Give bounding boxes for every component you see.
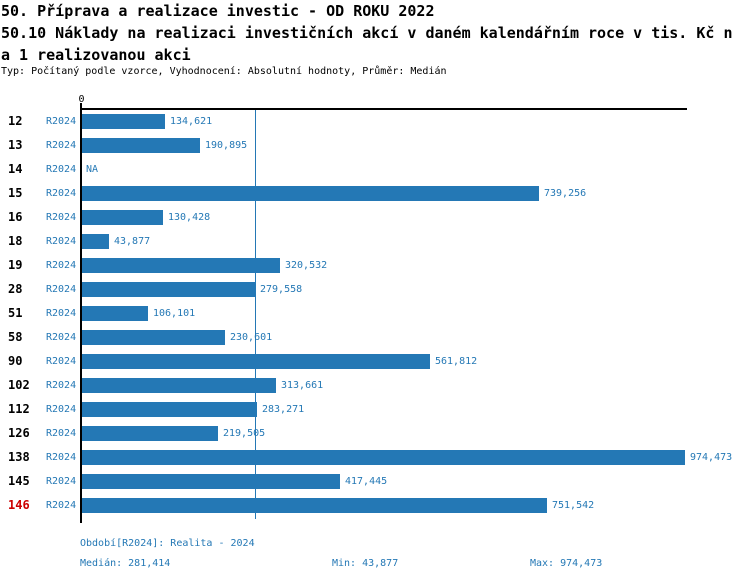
chart-row: 146 R2024 751,542 (0, 498, 750, 513)
row-category-label: 28 (8, 282, 23, 296)
chart-row: 14 R2024 NA (0, 162, 750, 177)
row-series-label: R2024 (46, 212, 77, 223)
bar-value-label: 134,621 (170, 116, 213, 127)
bar (82, 258, 280, 273)
chart-row: 58 R2024 230,601 (0, 330, 750, 345)
bar (82, 234, 109, 249)
chart-row: 16 R2024 130,428 (0, 210, 750, 225)
row-series-label: R2024 (46, 140, 77, 151)
bar-value-label: 751,542 (552, 500, 595, 511)
bar-value-label: 417,445 (345, 476, 388, 487)
bar (82, 330, 225, 345)
chart-row: 90 R2024 561,812 (0, 354, 750, 369)
row-category-label: 145 (8, 474, 30, 488)
row-category-label: 126 (8, 426, 30, 440)
row-category-label: 12 (8, 114, 23, 128)
row-category-label: 13 (8, 138, 23, 152)
bar-value-label: 320,532 (285, 260, 328, 271)
bar-value-label: 739,256 (544, 188, 587, 199)
row-category-label: 51 (8, 306, 23, 320)
row-series-label: R2024 (46, 476, 77, 487)
bar-value-label: 313,661 (281, 380, 324, 391)
bar-value-label: 219,505 (223, 428, 266, 439)
row-series-label: R2024 (46, 164, 77, 175)
period-label: Období[R2024]: Realita - 2024 (80, 538, 255, 549)
bar (82, 114, 165, 129)
row-series-label: R2024 (46, 428, 77, 439)
row-category-label: 58 (8, 330, 23, 344)
bar-value-label: 106,101 (153, 308, 196, 319)
row-series-label: R2024 (46, 284, 77, 295)
row-category-label: 102 (8, 378, 30, 392)
bar (82, 498, 547, 513)
bar (82, 282, 255, 297)
median-stat-label: Medián: 281,414 (80, 558, 171, 569)
row-series-label: R2024 (46, 404, 77, 415)
bar (82, 450, 685, 465)
chart-row: 12 R2024 134,621 (0, 114, 750, 129)
row-category-label: 16 (8, 210, 23, 224)
bar (82, 426, 218, 441)
chart-subtitle-line1: 50.10 Náklady na realizaci investičních … (1, 24, 733, 42)
max-stat-label: Max: 974,473 (530, 558, 603, 569)
chart-row: 138 R2024 974,473 (0, 450, 750, 465)
row-category-label: 18 (8, 234, 23, 248)
x-axis-line (80, 108, 687, 110)
y-axis-line (80, 103, 82, 523)
row-series-label: R2024 (46, 332, 77, 343)
chart-row: 126 R2024 219,505 (0, 426, 750, 441)
chart-subtitle-line2: a 1 realizovanou akci (1, 46, 191, 64)
row-series-label: R2024 (46, 308, 77, 319)
chart-meta-info: Typ: Počítaný podle vzorce, Vyhodnocení:… (1, 66, 447, 77)
x-axis-zero-tick-label: 0 (78, 94, 85, 105)
bar-value-label: 230,601 (230, 332, 273, 343)
row-category-label: 146 (8, 498, 30, 512)
bar (82, 186, 539, 201)
bar (82, 210, 163, 225)
chart-row: 28 R2024 279,558 (0, 282, 750, 297)
row-category-label: 90 (8, 354, 23, 368)
chart-row: 13 R2024 190,895 (0, 138, 750, 153)
bar (82, 306, 148, 321)
bar (82, 354, 430, 369)
row-series-label: R2024 (46, 452, 77, 463)
bar-value-label: 974,473 (690, 452, 733, 463)
chart-row: 18 R2024 43,877 (0, 234, 750, 249)
bar-value-label: 283,271 (262, 404, 305, 415)
row-category-label: 14 (8, 162, 23, 176)
median-reference-line (255, 110, 256, 519)
bar-value-label: 561,812 (435, 356, 478, 367)
chart-row: 51 R2024 106,101 (0, 306, 750, 321)
row-category-label: 19 (8, 258, 23, 272)
chart-row: 19 R2024 320,532 (0, 258, 750, 273)
chart-row: 112 R2024 283,271 (0, 402, 750, 417)
chart-row: 15 R2024 739,256 (0, 186, 750, 201)
bar-value-label: NA (86, 164, 99, 175)
bar (82, 402, 257, 417)
chart-row: 102 R2024 313,661 (0, 378, 750, 393)
row-series-label: R2024 (46, 188, 77, 199)
row-category-label: 15 (8, 186, 23, 200)
bar-value-label: 130,428 (168, 212, 211, 223)
row-series-label: R2024 (46, 356, 77, 367)
chart-row: 145 R2024 417,445 (0, 474, 750, 489)
row-series-label: R2024 (46, 260, 77, 271)
row-series-label: R2024 (46, 380, 77, 391)
bar (82, 474, 340, 489)
min-stat-label: Min: 43,877 (332, 558, 399, 569)
bar-value-label: 279,558 (260, 284, 303, 295)
bar-value-label: 43,877 (114, 236, 151, 247)
page-title: 50. Příprava a realizace investic - OD R… (1, 2, 435, 20)
bar (82, 138, 200, 153)
row-category-label: 138 (8, 450, 30, 464)
row-series-label: R2024 (46, 236, 77, 247)
bar-value-label: 190,895 (205, 140, 248, 151)
row-series-label: R2024 (46, 500, 77, 511)
row-series-label: R2024 (46, 116, 77, 127)
row-category-label: 112 (8, 402, 30, 416)
bar (82, 378, 276, 393)
